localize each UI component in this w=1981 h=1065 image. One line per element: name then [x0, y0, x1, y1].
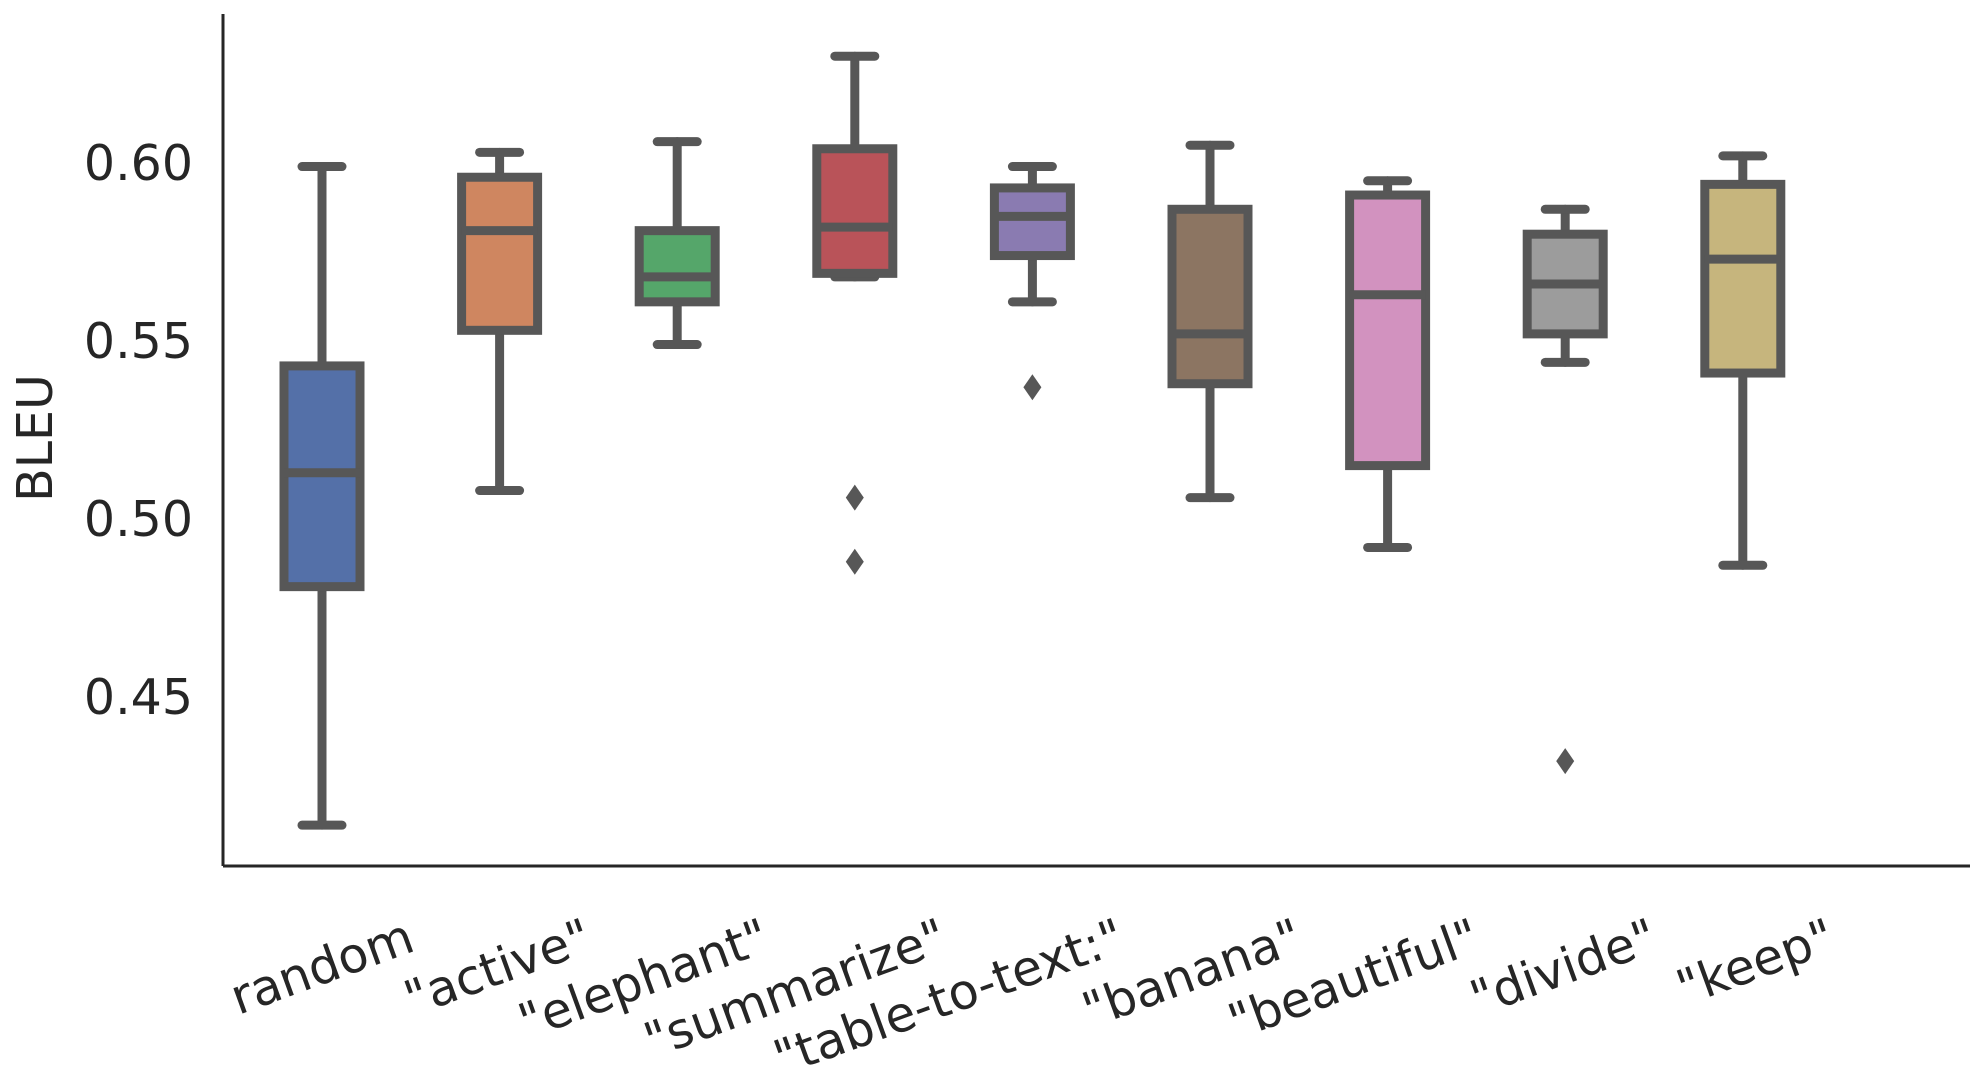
y-axis-label-group: BLEU — [7, 374, 64, 502]
flier-point — [845, 548, 864, 575]
x-tick-labels: random"active""elephant""summarize""tabl… — [223, 908, 1842, 1065]
y-tick-label: 0.50 — [84, 491, 193, 548]
box-group-0 — [279, 162, 365, 830]
x-tick-label: "keep" — [1669, 908, 1842, 1017]
y-axis-label: BLEU — [7, 374, 64, 502]
box-group-7 — [1522, 204, 1608, 775]
box-group-5 — [1167, 140, 1253, 503]
box — [634, 226, 720, 307]
box-group-4 — [989, 162, 1075, 401]
box — [812, 144, 898, 278]
box — [457, 172, 543, 335]
boxes — [279, 51, 1786, 830]
flier-point — [1023, 374, 1042, 401]
box — [989, 183, 1075, 261]
box-group-6 — [1345, 176, 1431, 552]
x-tick-label: random — [223, 908, 421, 1027]
box — [1345, 190, 1431, 471]
x-tick-label: "divide" — [1463, 908, 1664, 1028]
y-tick-label: 0.60 — [84, 135, 193, 192]
flier-point — [845, 484, 864, 511]
box-group-1 — [457, 147, 543, 496]
y-tick-label: 0.45 — [84, 669, 193, 726]
y-ticks: 0.45 0.50 0.55 0.60 — [84, 135, 193, 726]
box-group-8 — [1700, 151, 1786, 570]
box — [1167, 204, 1253, 389]
flier-point — [1556, 748, 1575, 775]
y-tick-label: 0.55 — [84, 313, 193, 370]
box-group-3 — [812, 51, 898, 575]
box-group-2 — [634, 137, 720, 350]
box — [1700, 179, 1786, 378]
